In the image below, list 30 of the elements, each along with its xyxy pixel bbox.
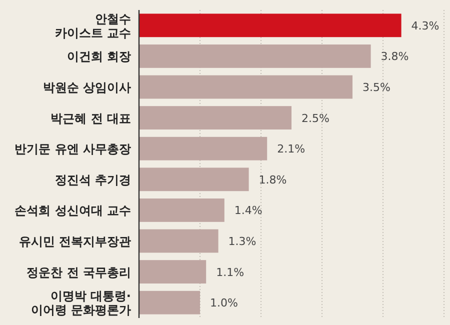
- y-tick-label: 정진석 추기경: [54, 172, 131, 187]
- y-tick-label: 반기문 유엔 사무총장: [14, 142, 131, 156]
- bar: [139, 44, 371, 68]
- y-tick-label: 유시민 전복지부장관: [18, 234, 131, 248]
- bar: [139, 136, 268, 160]
- y-tick-label: 박원순 상임이사: [42, 80, 131, 94]
- y-tick-label: 정운찬 전 국무총리: [26, 265, 131, 280]
- data-label: 1.8%: [258, 173, 287, 186]
- data-label: 1.0%: [210, 296, 238, 310]
- bar: [139, 168, 249, 192]
- data-label: 1.4%: [234, 204, 262, 218]
- y-tick-label: 손석희 성신여대 교수: [14, 204, 131, 218]
- data-label: 1.1%: [216, 266, 244, 279]
- bar: [139, 106, 292, 130]
- bar: [139, 14, 402, 38]
- y-tick-label: 안철수 카이스트 교수: [54, 12, 131, 40]
- y-tick-label: 이건희 회장: [66, 50, 131, 64]
- bar: [139, 75, 352, 99]
- data-label: 3.5%: [362, 81, 390, 94]
- bar: [139, 198, 224, 222]
- data-label: 2.5%: [302, 112, 330, 125]
- bar: [139, 229, 218, 253]
- data-label: 4.3%: [411, 19, 440, 32]
- y-tick-label: 이명박 대통령· 이어령 문화평론가: [30, 289, 131, 318]
- bar: [139, 260, 206, 284]
- data-label: 2.1%: [277, 142, 306, 156]
- y-tick-label: 박근혜 전 대표: [50, 111, 131, 126]
- bar: [139, 290, 200, 314]
- data-label: 1.3%: [228, 235, 256, 248]
- data-label: 3.8%: [380, 50, 409, 64]
